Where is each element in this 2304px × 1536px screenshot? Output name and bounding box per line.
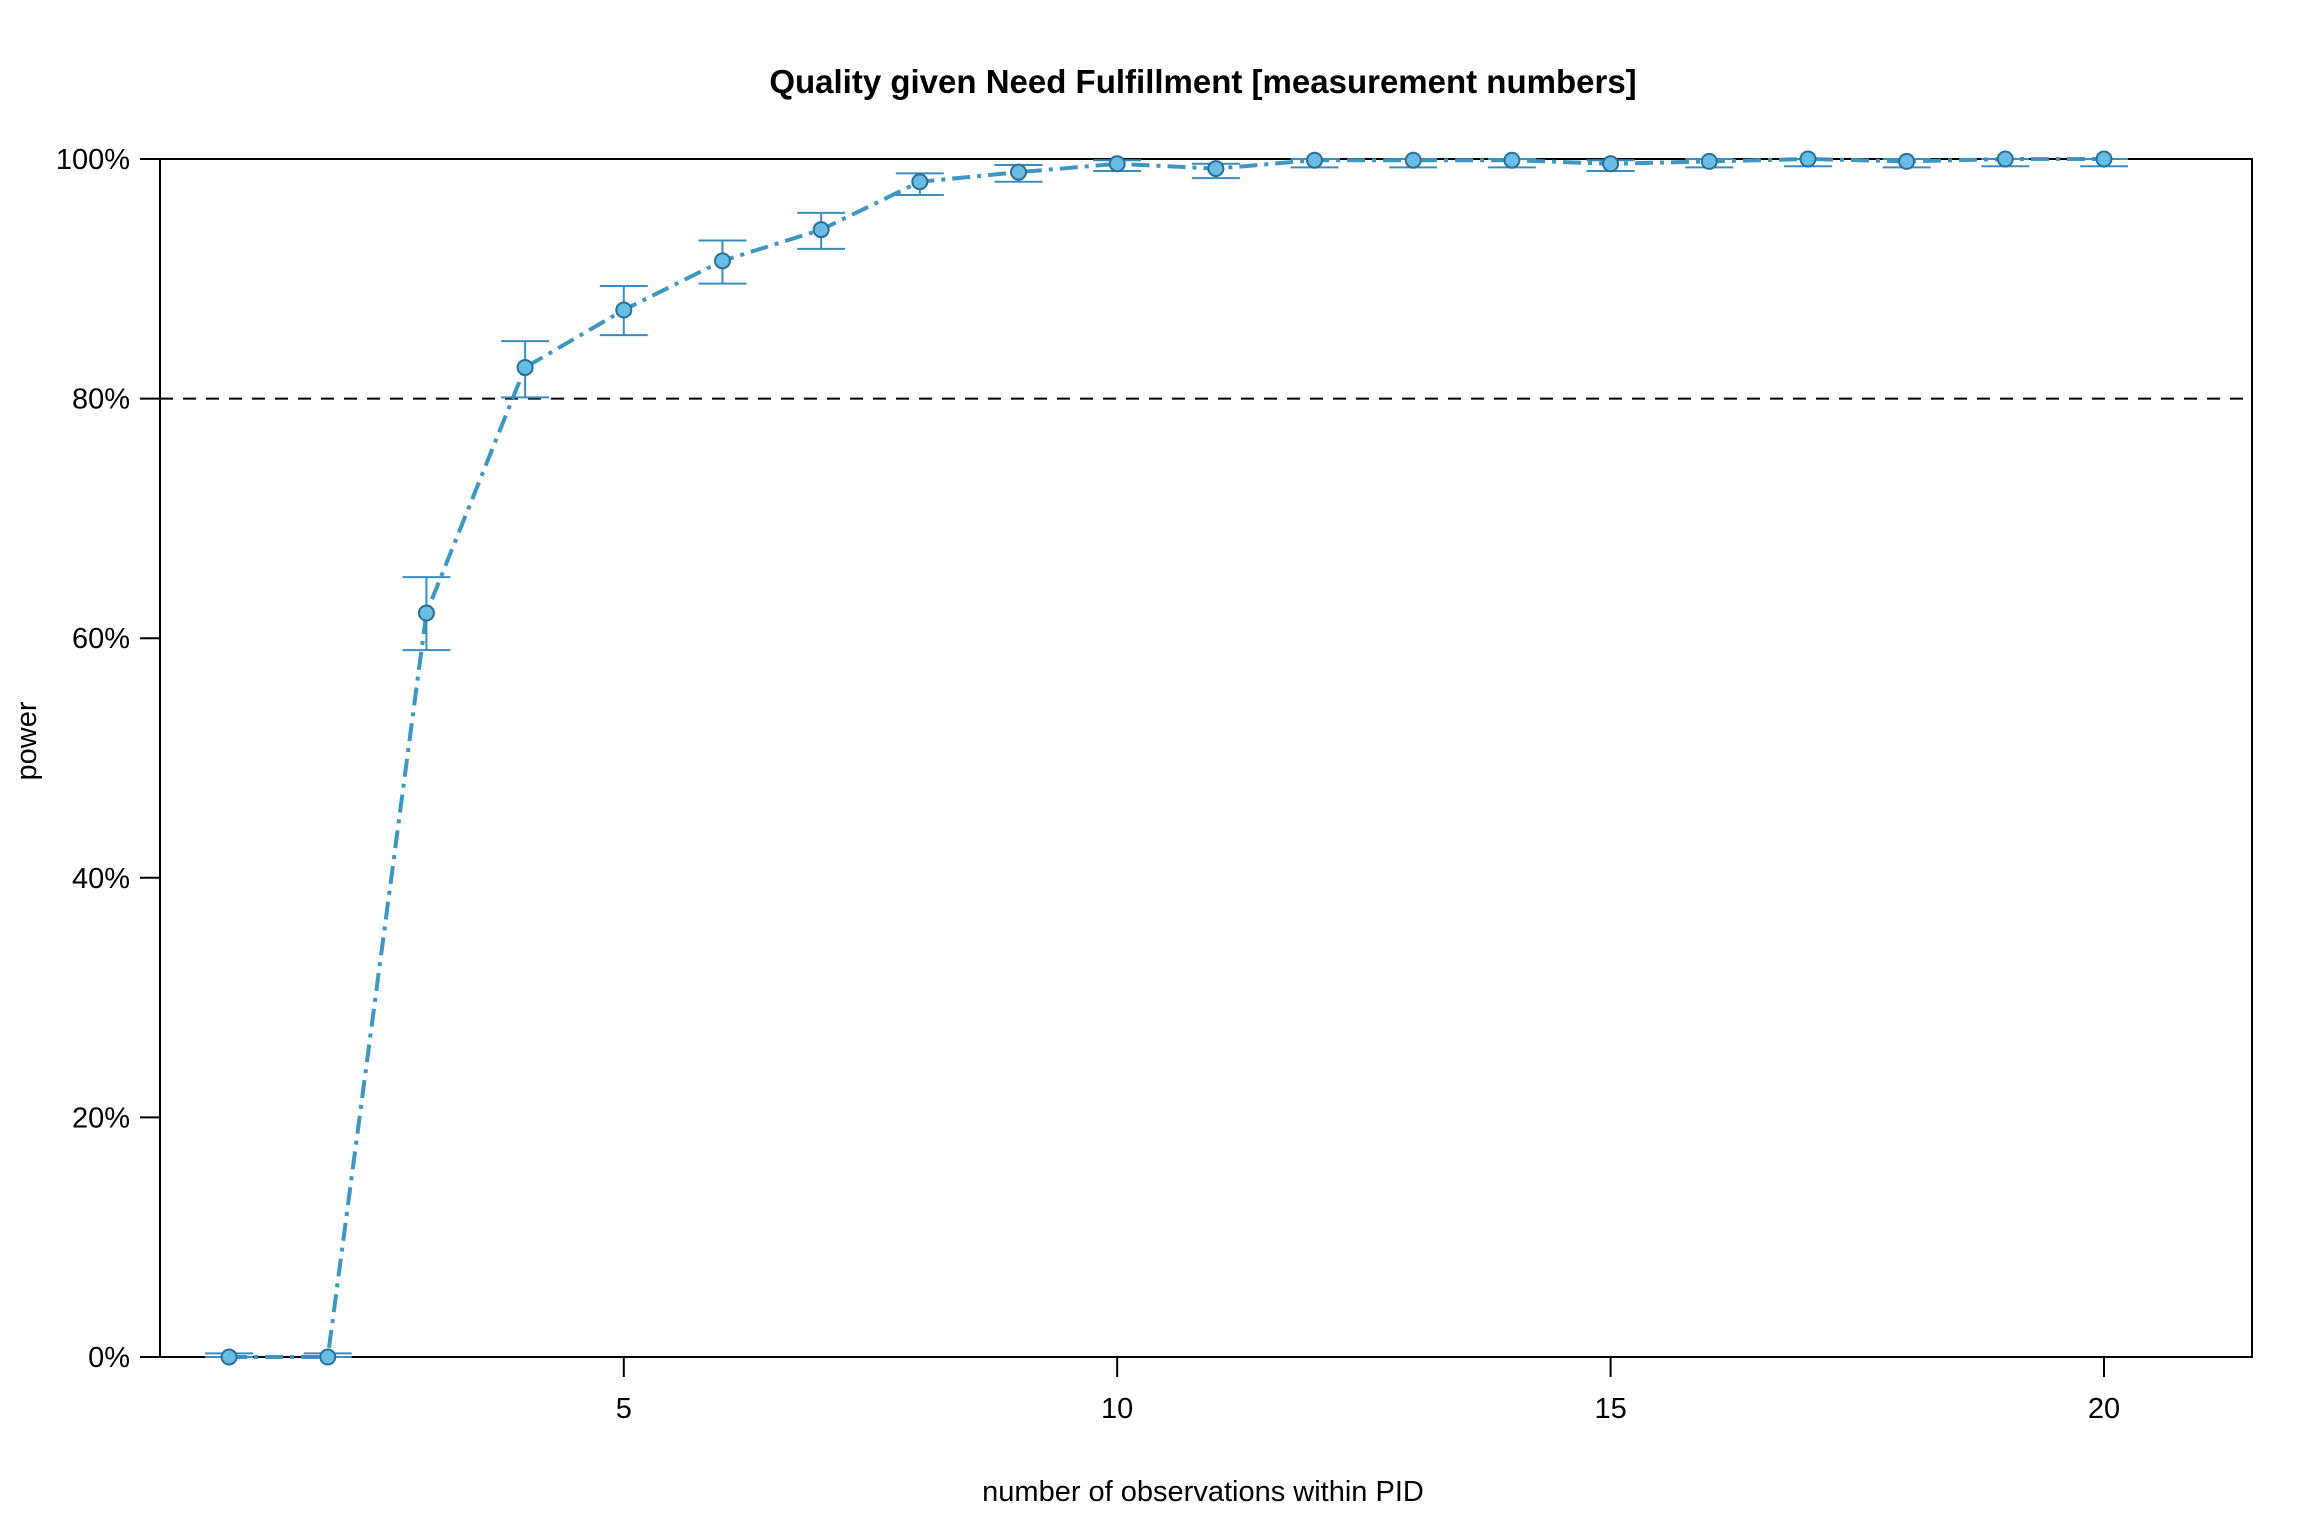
data-point — [1010, 163, 1028, 181]
y-tick-label: 60% — [72, 623, 130, 655]
data-point — [2095, 150, 2113, 168]
data-point — [1404, 151, 1422, 169]
data-point — [1306, 151, 1324, 169]
data-point — [1503, 151, 1521, 169]
data-point — [1898, 152, 1916, 170]
y-axis-label: power — [11, 701, 43, 780]
series-line — [229, 157, 2104, 1359]
x-tick-label: 20 — [2088, 1393, 2120, 1425]
data-point — [1996, 150, 2014, 168]
x-tick-label: 15 — [1594, 1393, 1626, 1425]
data-point — [1108, 155, 1126, 173]
x-tick-label: 5 — [616, 1393, 632, 1425]
data-point — [1799, 150, 1817, 168]
chart-title: Quality given Need Fulfillment [measurem… — [769, 63, 1636, 100]
data-point — [911, 173, 929, 191]
data-point — [1602, 155, 1620, 173]
y-tick-label: 40% — [72, 863, 130, 895]
y-tick-label: 100% — [56, 144, 130, 176]
plot-area: 0% 20% 40% 60% 80% 100% 5 10 15 20 — [56, 144, 2253, 1425]
x-tick-label: 10 — [1101, 1393, 1133, 1425]
data-point — [1700, 152, 1718, 170]
data-point — [1207, 160, 1225, 178]
data-point — [713, 252, 731, 270]
data-point — [220, 1348, 238, 1366]
data-point — [812, 221, 830, 239]
data-point — [615, 301, 633, 319]
plot-frame — [159, 158, 2253, 1358]
data-point — [417, 604, 435, 622]
data-point — [516, 358, 534, 376]
y-tick-label: 80% — [72, 384, 130, 416]
data-point — [319, 1348, 337, 1366]
y-tick-label: 20% — [72, 1102, 130, 1134]
x-axis-label: number of observations within PID — [982, 1476, 1424, 1508]
y-tick-label: 0% — [88, 1342, 130, 1374]
